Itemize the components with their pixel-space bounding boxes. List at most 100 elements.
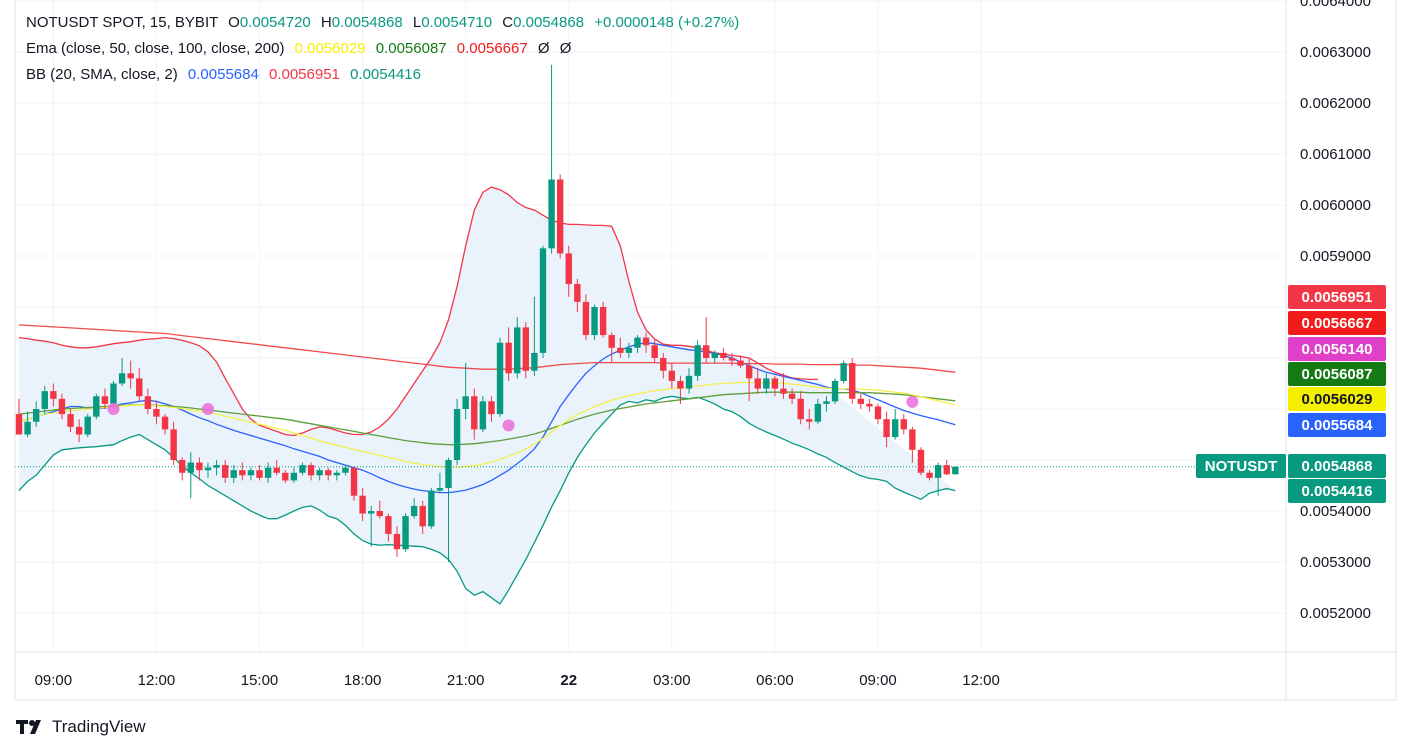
candle-body	[574, 284, 581, 302]
candle-1	[24, 411, 31, 438]
candle-23	[213, 460, 220, 476]
candle-body	[144, 396, 152, 409]
candle-body	[221, 465, 229, 478]
candle-body	[247, 470, 255, 476]
y-tick-label-0: 0.0052000	[1300, 605, 1371, 622]
candle-body	[857, 398, 865, 404]
candle-body	[239, 470, 246, 476]
legend-bb-lower-value: 0.0054416	[350, 66, 421, 83]
candle-body	[651, 345, 658, 358]
candle-90	[788, 388, 796, 404]
candle-body	[642, 337, 650, 346]
candle-body	[445, 460, 452, 489]
signal-dot-1	[201, 403, 214, 415]
legend-ema100-value: 0.0056087	[375, 40, 447, 57]
candle-body	[788, 393, 796, 399]
candle-19	[179, 457, 186, 481]
candle-59	[522, 322, 530, 379]
candle-80	[703, 317, 710, 364]
candle-body	[943, 465, 950, 475]
candle-18	[170, 421, 177, 466]
candle-93	[814, 398, 822, 425]
candle-52	[462, 363, 469, 420]
candle-61	[539, 245, 547, 358]
candle-92	[806, 409, 813, 430]
candle-body	[15, 414, 23, 435]
candle-43	[385, 513, 392, 542]
price-label-4: 0.0056029	[1288, 387, 1386, 411]
price-label-bg	[1288, 362, 1386, 386]
candle-body	[703, 345, 710, 358]
symbol-tag-text: NOTUSDT	[1205, 458, 1278, 475]
candles[interactable]	[15, 64, 959, 562]
candle-102	[891, 409, 899, 440]
candle-14	[136, 368, 143, 402]
candle-body	[617, 347, 624, 353]
ema-lines	[15, 324, 1286, 468]
price-label-bg	[1288, 285, 1386, 309]
legend-bb-label[interactable]: BB (20, SMA, close, 2)	[26, 66, 178, 83]
price-label-bg	[1288, 337, 1386, 361]
price-labels: 0.0056951 0.0056667 0.0056140 0.0056087 0.00…	[1196, 285, 1386, 503]
tradingview-branding[interactable]: TradingView	[16, 714, 146, 740]
candle-body	[763, 378, 770, 389]
candle-body	[350, 467, 358, 496]
grid	[15, 0, 1286, 652]
candle-body	[934, 465, 942, 478]
legend-ema-label[interactable]: Ema (close, 50, close, 100, close, 200)	[26, 40, 285, 57]
candle-body	[136, 378, 143, 397]
legend-close: 0.0054868	[513, 14, 585, 31]
candle-67	[591, 304, 598, 341]
x-tick-label-1: 12:00	[138, 672, 176, 689]
signals	[107, 395, 919, 432]
candle-body	[67, 414, 74, 427]
candle-body	[831, 380, 839, 402]
candle-12	[118, 358, 126, 387]
candle-body	[282, 472, 289, 481]
candle-body	[299, 465, 306, 473]
candle-25	[230, 465, 237, 483]
candle-body	[711, 352, 718, 358]
candle-body	[806, 419, 813, 422]
candle-101	[883, 411, 890, 448]
price-label-bg	[1288, 479, 1386, 503]
candle-91	[797, 391, 804, 425]
candle-body	[24, 421, 31, 435]
candle-body	[745, 365, 753, 379]
candle-16	[153, 401, 160, 425]
legend-low: 0.0054710	[421, 14, 493, 31]
candle-2	[32, 401, 40, 427]
candle-body	[359, 495, 366, 514]
candle-body	[505, 342, 512, 374]
candle-body	[694, 345, 701, 376]
candle-88	[771, 375, 779, 397]
candle-70	[617, 337, 624, 358]
y-tick-label-2: 0.0054000	[1300, 503, 1371, 520]
legend-ema-row: Ema (close, 50, close, 100, close, 200) …	[26, 36, 739, 62]
x-tick-label-5: 22	[560, 672, 577, 689]
legend-symbol[interactable]: NOTUSDT SPOT, 15, BYBIT	[26, 14, 218, 31]
candle-42	[376, 500, 383, 519]
candle-body	[677, 380, 684, 389]
candle-104	[909, 426, 916, 463]
candle-body	[823, 401, 830, 404]
candle-body	[385, 516, 392, 534]
candle-21	[196, 457, 203, 481]
candle-body	[874, 406, 882, 420]
candle-body	[591, 307, 598, 336]
price-label-bg	[1288, 454, 1386, 478]
price-label-6: 0.0054868	[1288, 454, 1386, 478]
candle-35	[316, 467, 323, 481]
candle-body	[110, 383, 117, 404]
candle-body	[213, 465, 220, 468]
price-label-text: 0.0056667	[1302, 315, 1373, 332]
candle-body	[737, 360, 744, 366]
candle-53	[471, 388, 478, 440]
legend-ema200-value: 0.0056667	[456, 40, 528, 57]
candle-body	[333, 472, 341, 476]
candle-39	[350, 467, 358, 501]
candle-58	[514, 317, 521, 379]
candle-55	[488, 396, 495, 422]
candle-28	[256, 465, 263, 481]
